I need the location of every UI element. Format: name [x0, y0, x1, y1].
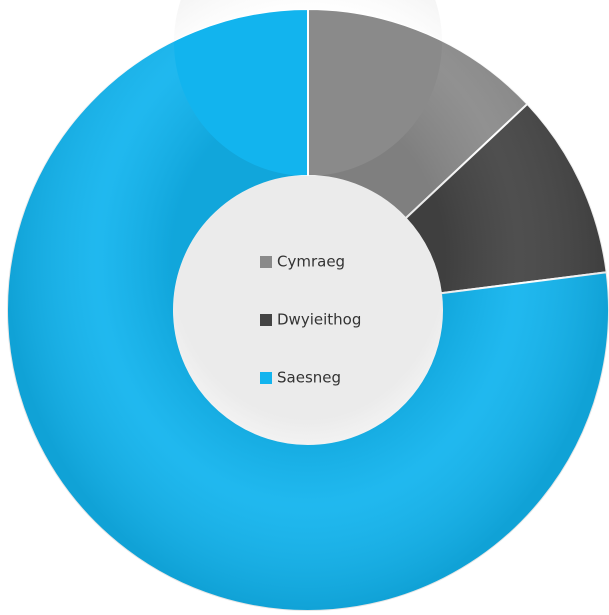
legend-label: Cymraeg — [277, 253, 345, 271]
donut — [6, 0, 609, 612]
legend: Cymraeg Dwyieithog Saesneg — [260, 253, 361, 387]
legend-label: Saesneg — [277, 369, 341, 387]
legend-swatch — [260, 256, 272, 268]
legend-swatch — [260, 314, 272, 326]
legend-label: Dwyieithog — [277, 311, 361, 329]
legend-swatch — [260, 372, 272, 384]
